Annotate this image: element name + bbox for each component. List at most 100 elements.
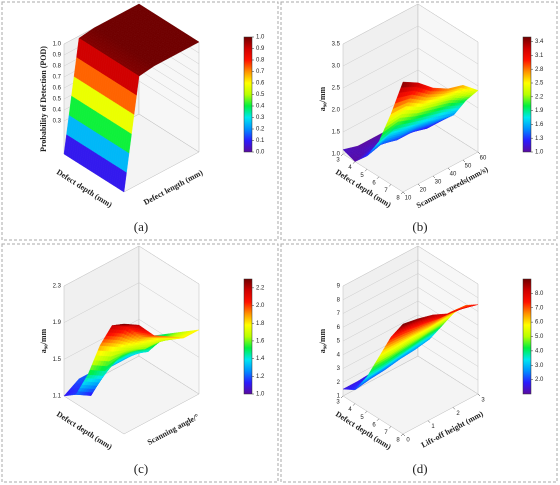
colorbar [522,278,532,395]
z-tick-label: 3 [337,366,341,372]
z-tick-label: 1.5 [332,130,341,136]
x-tick [364,411,368,414]
y-tick [452,407,456,410]
colorbar-tick-label: 2.0 [535,377,544,383]
y-tick-label: 2 [456,411,460,417]
colorbar-tick-label: 1.0 [256,35,265,41]
colorbar-tick-label: 7.0 [535,305,544,311]
y-tick [447,167,451,171]
z-tick-label: 2.0 [332,108,341,114]
colorbar-tick-label: 2.2 [535,94,544,100]
y-tick-label: 60 [480,156,487,162]
colorbar-tick-label: 1.4 [256,356,265,362]
colorbar-tick-label: 1.3 [535,136,544,142]
colorbar-tick-label: 3.1 [535,53,544,59]
z-axis-label: a₉₀/mm [318,328,327,353]
colorbar-tick-label: 2.5 [535,81,544,87]
z-tick-label: 1.5 [53,357,62,363]
colorbar [243,278,253,395]
z-tick-label: 2.3 [53,284,62,290]
x-tick-label: 7 [384,188,388,194]
y-tick [427,420,431,423]
grid-line [342,25,479,67]
y-tick-label: 20 [420,188,427,194]
x-tick-label: 8 [396,438,400,444]
y-tick-label: 40 [450,172,457,178]
panel-border [1,1,279,241]
z-tick-label: 1.1 [53,394,62,400]
y-tick [432,175,436,179]
z-tick-label: 0.8 [53,64,62,70]
x-tick [340,395,344,399]
y-tick [477,393,481,397]
colorbar-tick-label: 0.9 [256,46,265,52]
colorbar-tick-label: 1.9 [535,108,544,114]
z-axis-label: a₉₀/mm [318,86,327,111]
panel-label: (a) [134,219,148,234]
colorbar-tick-label: 8.0 [535,291,544,297]
y-tick [462,159,466,163]
x-tick [400,433,404,437]
panel-label: (b) [412,219,427,234]
y-tick-label: 3 [481,398,485,404]
z-tick-label: 0.3 [53,119,62,125]
z-tick-label: 0.7 [53,75,62,81]
z-tick-label: 0.9 [53,53,62,59]
panel-label: (c) [134,461,148,476]
z-tick-label: 1.0 [53,42,62,48]
colorbar-tick-label: 2.0 [256,303,265,309]
colorbar-tick-label: 0.0 [256,150,265,156]
colorbar-tick-label: 0.2 [256,127,265,133]
x-tick [364,169,368,172]
y-tick [477,151,481,155]
y-tick-label: 50 [465,164,472,170]
colorbar-tick-label: 1.6 [256,339,265,345]
x-tick [376,176,380,179]
colorbar-tick-label: 3.0 [535,363,544,369]
colorbar-tick-label: 0.6 [256,81,265,87]
colorbar-tick-label: 1.0 [535,150,544,156]
x-tick-label: 6 [372,422,376,428]
x-tick [376,418,380,421]
y-tick [417,183,421,187]
surface-patch [121,171,127,193]
x-tick-label: 5 [360,415,364,421]
z-tick-label: 9 [337,284,341,290]
z-tick-label: 7 [337,311,341,317]
colorbar-tick-label: 1.0 [256,392,265,398]
x-tick [340,153,344,157]
colorbar-tick-label: 0.1 [256,138,265,144]
y-tick [402,433,406,437]
z-tick-label: 8 [337,297,341,303]
colorbar-tick-label: 0.4 [256,104,265,110]
z-tick-label: 3.0 [332,64,341,70]
x-tick-label: 4 [348,165,352,171]
colorbar-tick-label: 1.2 [256,374,265,380]
colorbar-tick-label: 0.3 [256,115,265,121]
z-tick-label: 0.4 [53,108,62,114]
grid-line [342,47,479,89]
colorbar-tick-label: 1.8 [256,321,265,327]
z-tick-label: 3.5 [332,42,341,48]
colorbar-tick-label: 4.0 [535,348,544,354]
x-tick-label: 8 [396,196,400,202]
z-tick-label: 0.6 [53,86,62,92]
colorbar [243,36,253,153]
x-tick-label: 5 [360,173,364,179]
panel-border [280,1,558,241]
x-tick-label: 7 [384,430,388,436]
colorbar [522,36,532,153]
z-tick-label: 6 [337,325,341,331]
x-tick [400,191,404,195]
x-tick-label: 3 [336,400,340,406]
x-tick-label: 6 [372,180,376,186]
y-tick-label: 10 [405,196,412,202]
colorbar-tick-label: 2.8 [535,67,544,73]
z-tick-label: 4 [337,352,341,358]
colorbar-tick-label: 0.8 [256,58,265,64]
y-tick-label: 30 [435,180,442,186]
x-tick-label: 3 [336,158,340,164]
z-tick-label: 2 [337,380,341,386]
y-tick-label: 0 [406,438,410,444]
x-tick [388,184,392,187]
